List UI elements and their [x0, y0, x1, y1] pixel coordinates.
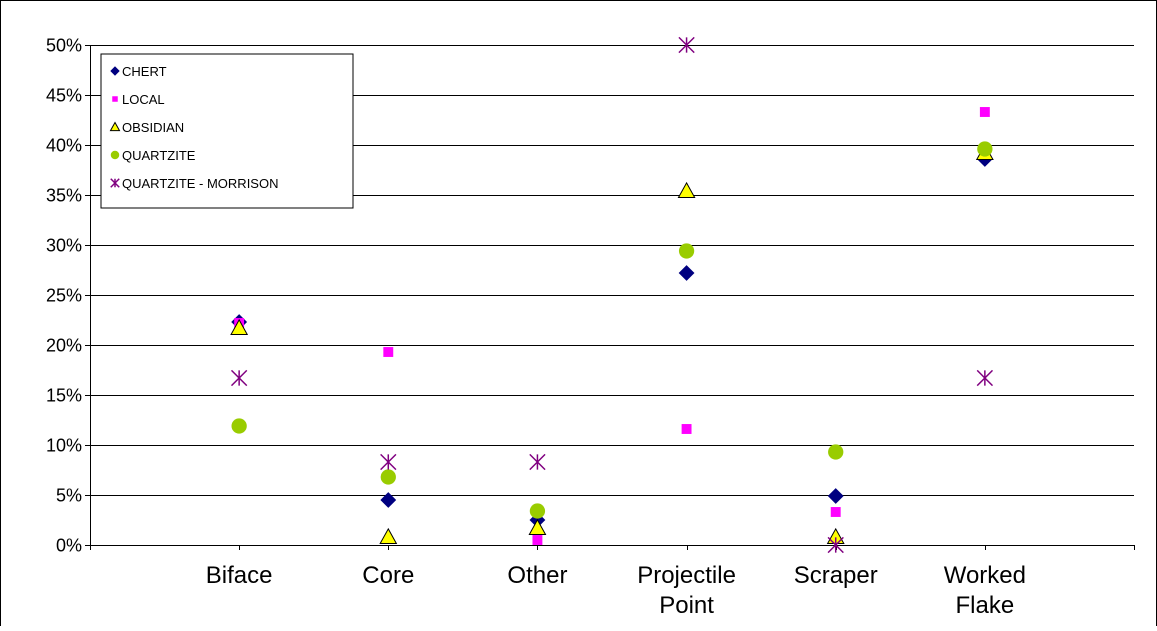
point-quartzite-morrison — [827, 536, 844, 554]
point-local — [383, 347, 394, 357]
point-quartzite — [529, 503, 546, 519]
x-tick-label: Other — [507, 562, 567, 589]
point-obsidian — [230, 318, 249, 335]
y-tick-label: 20% — [46, 336, 82, 356]
point-chert — [827, 488, 844, 504]
point-quartzite — [380, 469, 396, 485]
x-tick-labels: Biface Core Other Projectile Point Scraper Wor… — [206, 562, 1026, 619]
point-obsidian — [379, 527, 398, 544]
y-tick-label: 25% — [46, 286, 82, 306]
y-tick-label: 40% — [46, 136, 82, 156]
legend-marker — [112, 96, 118, 102]
point-quartzite-morrison — [380, 453, 397, 471]
point-local — [532, 535, 543, 545]
legend: CHERT LOCAL OBSIDIAN QUARTZITE QUARTZITE - M… — [100, 53, 354, 209]
point-quartzite-morrison — [230, 369, 248, 387]
point-quartzite — [678, 243, 695, 259]
point-obsidian — [528, 518, 547, 535]
y-tick-label: 10% — [46, 436, 82, 456]
legend-marker — [110, 66, 120, 76]
x-tick-label: Core — [362, 562, 414, 589]
x-tick-label: Worked Flake — [944, 562, 1026, 619]
y-tick-label: 50% — [46, 36, 82, 56]
legend-label: CHERT — [122, 64, 167, 79]
legend-label: QUARTZITE - MORRISON — [122, 176, 278, 191]
legend-label: OBSIDIAN — [122, 120, 184, 135]
y-tick-label: 30% — [46, 236, 82, 256]
point-local — [681, 424, 692, 434]
data-points — [230, 36, 994, 554]
legend-label: LOCAL — [122, 92, 165, 107]
y-tick-labels: 0% 5% 10% 15% 20% 25% 30% 35% 40% 45% 50% — [46, 36, 82, 556]
point-quartzite-morrison — [529, 453, 546, 471]
y-tick-label: 0% — [56, 536, 82, 556]
point-quartzite-morrison — [678, 36, 695, 54]
legend-label: QUARTZITE — [122, 148, 196, 163]
point-obsidian — [677, 181, 696, 198]
point-chert — [380, 492, 397, 508]
y-tick-label: 5% — [56, 486, 82, 506]
y-tick-label: 35% — [46, 186, 82, 206]
y-tick-label: 15% — [46, 386, 82, 406]
point-chert — [678, 265, 695, 281]
axes — [85, 45, 1135, 550]
x-tick-label: Biface — [206, 562, 273, 589]
point-local — [830, 507, 841, 517]
point-quartzite-morrison — [976, 369, 994, 387]
point-quartzite — [977, 141, 993, 157]
legend-marker — [110, 150, 120, 160]
legend-marker — [109, 121, 121, 132]
x-tick-label: Projectile Point — [637, 562, 736, 619]
point-local — [979, 107, 990, 117]
legend-marker — [110, 178, 120, 188]
point-quartzite — [828, 444, 844, 460]
legend-box — [100, 53, 354, 209]
y-tick-label: 45% — [46, 86, 82, 106]
point-quartzite — [231, 418, 247, 434]
x-tick-label: Scraper — [794, 562, 878, 589]
